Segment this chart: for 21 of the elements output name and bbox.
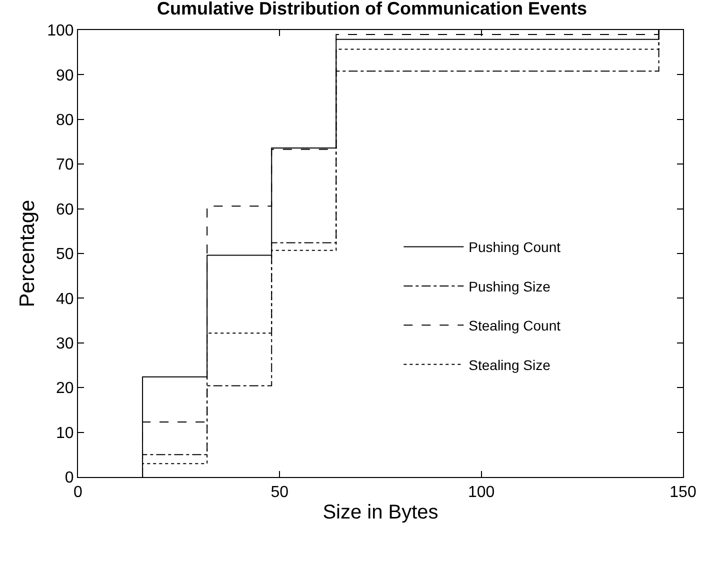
y-tick-label: 100: [47, 22, 74, 40]
legend-label: Stealing Size: [468, 356, 551, 373]
x-tick-label: 50: [270, 484, 289, 502]
chart-title: Cumulative Distribution of Communication Events: [157, 0, 588, 18]
y-tick-label: 40: [56, 290, 74, 308]
x-tick-label: 150: [670, 484, 696, 502]
y-tick-label: 60: [56, 201, 74, 218]
legend-label: Pushing Size: [468, 278, 551, 294]
legend-label: Stealing Count: [468, 318, 561, 334]
y-tick-label: 0: [64, 470, 74, 487]
y-tick-label: 10: [56, 424, 74, 442]
y-tick-label: 50: [56, 246, 74, 264]
x-axis-title: Size in Bytes: [322, 502, 438, 524]
y-tick-label: 20: [56, 380, 74, 398]
legend-label: Pushing Count: [468, 239, 561, 256]
x-tick-label: 100: [468, 484, 495, 502]
y-tick-label: 30: [56, 336, 74, 352]
y-tick-label: 70: [56, 156, 74, 174]
y-tick-label: 90: [56, 67, 74, 84]
y-tick-label: 80: [56, 112, 74, 129]
y-axis-title: Percentage: [16, 200, 40, 308]
